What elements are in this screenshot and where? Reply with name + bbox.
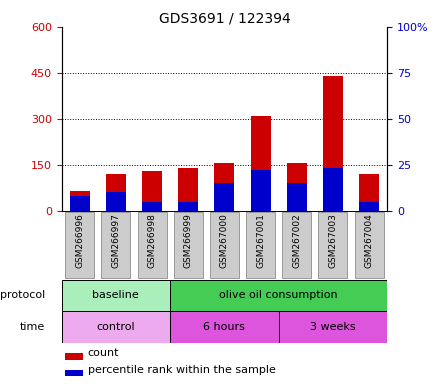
- Bar: [359, 202, 379, 211]
- FancyBboxPatch shape: [174, 212, 203, 278]
- Text: time: time: [20, 322, 45, 332]
- FancyBboxPatch shape: [170, 311, 279, 343]
- Bar: [214, 183, 235, 211]
- Bar: [142, 202, 162, 211]
- Bar: [251, 116, 271, 211]
- FancyBboxPatch shape: [62, 311, 170, 343]
- Bar: [65, 370, 83, 376]
- Bar: [359, 174, 379, 211]
- Text: GSM267000: GSM267000: [220, 214, 229, 268]
- Bar: [287, 183, 307, 211]
- Text: 6 hours: 6 hours: [203, 322, 246, 332]
- FancyBboxPatch shape: [170, 280, 387, 311]
- FancyBboxPatch shape: [62, 280, 170, 311]
- Text: GSM267004: GSM267004: [365, 214, 374, 268]
- Text: protocol: protocol: [0, 290, 45, 300]
- Text: 3 weeks: 3 weeks: [310, 322, 356, 332]
- Bar: [287, 163, 307, 211]
- Bar: [323, 169, 343, 211]
- Bar: [178, 168, 198, 211]
- FancyBboxPatch shape: [65, 212, 94, 278]
- Text: control: control: [96, 322, 135, 332]
- FancyBboxPatch shape: [355, 212, 384, 278]
- Bar: [214, 163, 235, 211]
- Bar: [106, 174, 126, 211]
- Bar: [106, 192, 126, 211]
- Title: GDS3691 / 122394: GDS3691 / 122394: [158, 12, 290, 26]
- FancyBboxPatch shape: [279, 311, 387, 343]
- Bar: [178, 202, 198, 211]
- FancyBboxPatch shape: [210, 212, 239, 278]
- FancyBboxPatch shape: [138, 212, 166, 278]
- Bar: [251, 170, 271, 211]
- Text: GSM267001: GSM267001: [256, 214, 265, 268]
- Bar: [323, 76, 343, 211]
- Text: GSM266998: GSM266998: [147, 214, 157, 268]
- Bar: [65, 353, 83, 360]
- Text: GSM266996: GSM266996: [75, 214, 84, 268]
- Text: percentile rank within the sample: percentile rank within the sample: [88, 365, 275, 375]
- FancyBboxPatch shape: [282, 212, 311, 278]
- Text: baseline: baseline: [92, 290, 139, 300]
- Text: GSM267003: GSM267003: [328, 214, 337, 268]
- FancyBboxPatch shape: [319, 212, 348, 278]
- Text: GSM266999: GSM266999: [184, 214, 193, 268]
- FancyBboxPatch shape: [246, 212, 275, 278]
- FancyBboxPatch shape: [101, 212, 130, 278]
- Bar: [142, 171, 162, 211]
- Text: GSM267002: GSM267002: [292, 214, 301, 268]
- Text: count: count: [88, 348, 119, 358]
- Text: GSM266997: GSM266997: [111, 214, 121, 268]
- Text: olive oil consumption: olive oil consumption: [220, 290, 338, 300]
- Bar: [70, 196, 90, 211]
- Bar: [70, 191, 90, 211]
